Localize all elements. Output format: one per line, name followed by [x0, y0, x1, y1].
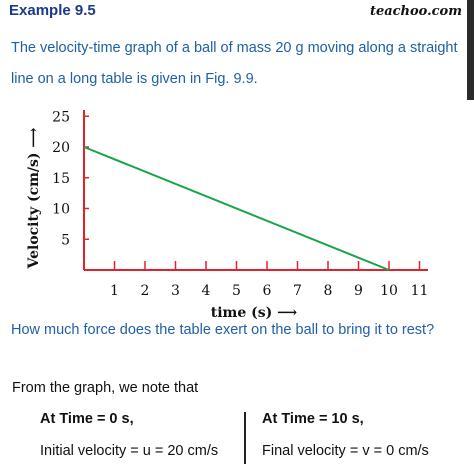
- x-tick-label: 8: [324, 283, 333, 299]
- x-tick-label: 3: [171, 283, 180, 299]
- initial-velocity-text: Initial velocity = u = 20 cm/s: [40, 443, 219, 459]
- column-divider: [244, 412, 246, 464]
- x-tick-label: 4: [202, 283, 211, 299]
- x-tick-label: 5: [232, 283, 241, 299]
- left-heading: At Time = 0 s,: [40, 411, 134, 427]
- example-title: Example 9.5: [9, 2, 96, 19]
- y-tick-label: 10: [52, 202, 70, 218]
- x-tick-label: 9: [354, 283, 363, 299]
- y-tick-label: 5: [61, 232, 70, 248]
- final-velocity-text: Final velocity = v = 0 cm/s: [262, 443, 429, 459]
- y-tick-label: 25: [52, 109, 70, 125]
- y-axis-label: Velocity (cm/s) ⟶: [26, 128, 42, 270]
- velocity-line: [83, 146, 390, 271]
- y-tick-label: 15: [52, 171, 70, 187]
- x-tick-label: 6: [263, 283, 272, 299]
- question-text: The velocity-time graph of a ball of mas…: [11, 40, 458, 87]
- solution-note: From the graph, we note that: [12, 380, 199, 396]
- velocity-time-chart: 5 10 15 20 25 1 2 3 4 5 6 7 8 9 10 11 Velocity (cm/s) ⟶…: [26, 109, 429, 321]
- y-tick-label: 20: [52, 140, 70, 156]
- force-question: How much force does the table exert on t…: [11, 322, 435, 338]
- x-tick-label: 11: [411, 283, 429, 299]
- brand-logo: teachoo.com: [369, 4, 462, 19]
- x-tick-label: 10: [380, 283, 398, 299]
- x-tick-label: 1: [110, 283, 119, 299]
- x-axis-label: time (s) ⟶: [211, 305, 297, 321]
- x-tick-label: 2: [141, 283, 150, 299]
- x-tick-label: 7: [293, 283, 302, 299]
- right-bar: [467, 0, 474, 100]
- right-heading: At Time = 10 s,: [262, 411, 364, 427]
